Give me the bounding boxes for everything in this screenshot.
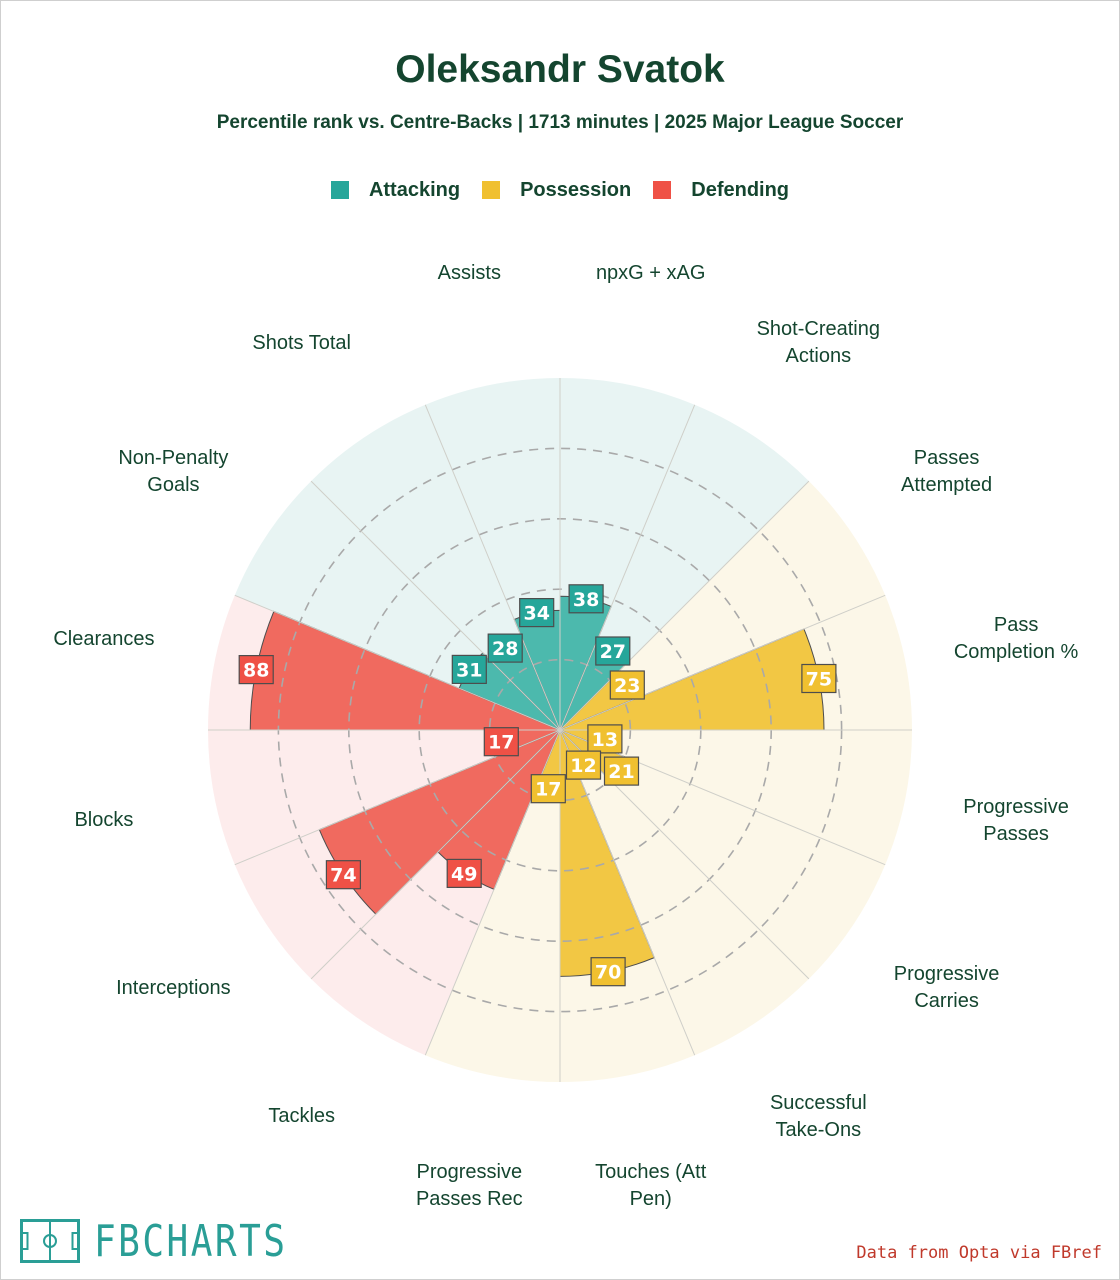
param-label: Tackles (268, 1105, 336, 1128)
background-wedge (560, 730, 809, 1056)
legend-swatch-attacking (330, 181, 349, 199)
value-label: 70 (595, 962, 621, 984)
value-box (603, 756, 640, 786)
value-label: 13 (592, 729, 618, 751)
brand-name: FBCHARTS (94, 1215, 288, 1267)
spoke (559, 404, 696, 731)
value-box (451, 654, 487, 685)
value-box (590, 957, 626, 987)
param-label: Assists (437, 262, 501, 285)
param-label: Successful Take-Ons (769, 1091, 867, 1141)
value-box (487, 633, 523, 663)
value-label: 28 (492, 638, 518, 660)
legend-label-attacking: Attacking (368, 178, 461, 201)
fbcharts-logo: FBCHARTS (20, 1215, 330, 1267)
param-label: Progressive Passes Rec (415, 1161, 523, 1211)
param-label: Interceptions (116, 976, 231, 999)
value-label: 31 (456, 659, 482, 681)
value-label: 75 (806, 669, 832, 691)
spoke (310, 729, 561, 980)
spoke (559, 480, 810, 731)
value-box (530, 774, 566, 804)
legend-swatch-defending (653, 181, 672, 199)
background-wedge (208, 730, 560, 865)
legend-label-possession: Possession (520, 178, 632, 201)
value-label: 17 (535, 779, 561, 801)
background-wedge (560, 730, 912, 865)
legend-item-possession: Possession (482, 179, 631, 202)
legend: Attacking Possession Defending (0, 175, 1120, 205)
value-box (587, 724, 623, 754)
chart-title: Oleksandr Svatok (395, 48, 725, 91)
value-label: 12 (570, 755, 596, 777)
spoke (234, 594, 561, 731)
param-label: npxG + xAG (595, 262, 706, 285)
param-label: Clearances (53, 627, 155, 650)
value-box (325, 860, 361, 890)
param-label: Touches (Att Pen) (595, 1161, 707, 1211)
value-box (568, 584, 604, 614)
value-box (238, 654, 274, 685)
value-label: 17 (488, 732, 514, 754)
param-label: Non-Penalty Goals (118, 446, 229, 496)
spoke (559, 594, 886, 731)
value-box (519, 597, 555, 628)
spoke (559, 729, 810, 980)
background-wedge (425, 730, 560, 1082)
value-box (595, 636, 631, 666)
legend-item-attacking: Attacking (330, 178, 461, 202)
param-label: Shot-Creating Actions (756, 318, 880, 368)
param-label: Passes Attempted (901, 446, 993, 496)
background-wedge (560, 481, 886, 730)
spoke (310, 480, 561, 731)
legend-label-defending: Defending (691, 178, 790, 201)
value-box (483, 727, 519, 757)
value-label: 88 (243, 660, 269, 682)
pitch-icon (20, 1219, 80, 1263)
value-label: 74 (330, 865, 356, 887)
value-label: 38 (573, 589, 599, 611)
legend-item-defending: Defending (653, 179, 789, 202)
legend-swatch-possession (482, 181, 501, 199)
param-label: Blocks (74, 809, 134, 832)
chart-subtitle: Percentile rank vs. Centre-Backs | 1713 … (216, 112, 904, 133)
param-label: Progressive Carries (893, 963, 1000, 1013)
value-label: 34 (523, 603, 549, 625)
param-label: Pass Completion % (953, 614, 1079, 664)
spoke (559, 729, 696, 1056)
param-label: Progressive Passes (963, 795, 1069, 845)
value-label: 23 (614, 675, 640, 697)
value-box (801, 663, 837, 694)
source-note: Data from Opta via FBref (856, 1243, 1102, 1263)
value-box (446, 858, 482, 889)
value-label: 49 (451, 863, 477, 885)
param-label: Shots Total (252, 331, 351, 354)
value-box (609, 670, 645, 700)
background-wedge (560, 730, 886, 979)
spoke (424, 404, 561, 731)
value-box (565, 750, 602, 780)
value-label: 27 (600, 641, 626, 663)
value-label: 21 (608, 761, 634, 783)
